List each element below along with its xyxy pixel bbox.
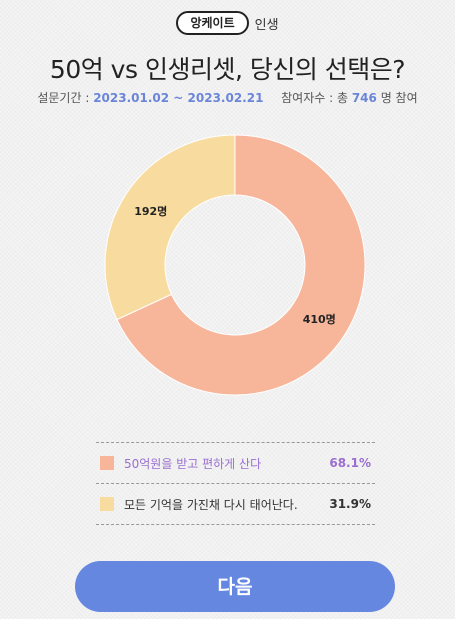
legend-item-option-2: 모든 기억을 가진채 다시 태어난다. 31.9% bbox=[96, 484, 375, 525]
legend-swatch-option-2 bbox=[100, 497, 114, 511]
legend-item-option-1: 50억원을 받고 편하게 산다 68.1% bbox=[96, 443, 375, 484]
donut-slice-option-1 bbox=[116, 134, 366, 396]
participants-label: 참여자수 : 총 bbox=[281, 91, 348, 105]
survey-badge: 앙케이트 bbox=[176, 11, 249, 35]
results-legend: 50억원을 받고 편하게 산다 68.1% 모든 기억을 가진채 다시 태어난다… bbox=[96, 442, 375, 525]
legend-label-option-2: 모든 기억을 가진채 다시 태어난다. bbox=[124, 497, 298, 512]
donut-slice-option-2 bbox=[104, 134, 236, 321]
survey-meta: 설문기간 : 2023.01.02 ~ 2023.02.21 참여자수 : 총 … bbox=[0, 89, 455, 106]
next-button[interactable]: 다음 bbox=[75, 561, 395, 612]
donut-label-option-1: 410명 bbox=[303, 312, 336, 326]
legend-label-option-1: 50억원을 받고 편하게 산다 bbox=[124, 456, 262, 471]
legend-percent-option-1: 68.1% bbox=[329, 456, 371, 470]
legend-swatch-option-1 bbox=[100, 456, 114, 470]
donut-label-option-2: 192명 bbox=[134, 204, 167, 218]
participants-suffix: 명 참여 bbox=[380, 91, 418, 105]
page-title: 50억 vs 인생리셋, 당신의 선택은? bbox=[49, 55, 406, 84]
header: 앙케이트 인생 bbox=[0, 11, 455, 35]
participants-count: 746 bbox=[351, 91, 377, 105]
donut-chart: 410명 192명 bbox=[104, 134, 366, 396]
period-value: 2023.01.02 ~ 2023.02.21 bbox=[93, 91, 264, 105]
category-label: 인생 bbox=[254, 17, 279, 33]
legend-percent-option-2: 31.9% bbox=[329, 497, 371, 511]
period-label: 설문기간 : bbox=[37, 91, 90, 105]
